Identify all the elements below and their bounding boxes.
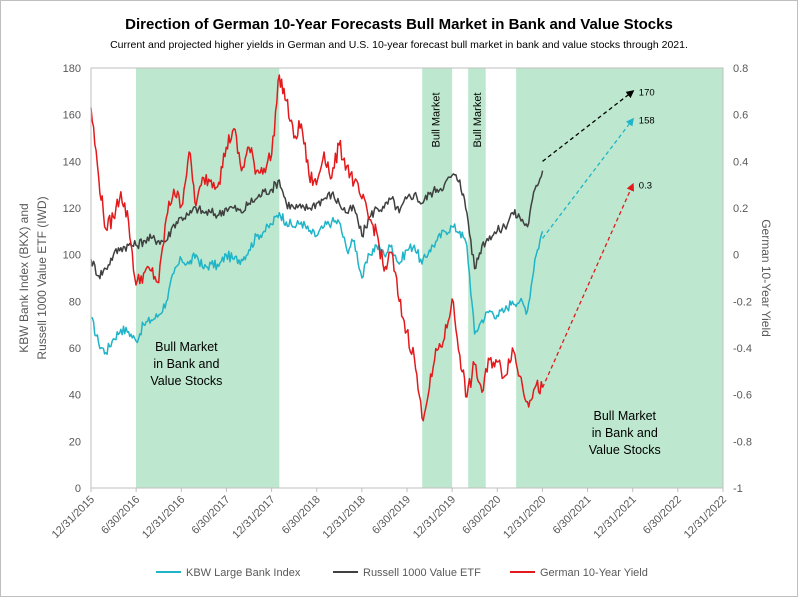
- band-label-3-line-2: Value Stocks: [589, 443, 661, 457]
- x-tick-0: 12/31/2015: [50, 494, 97, 541]
- x-tick-6: 12/31/2018: [321, 494, 368, 541]
- y-right-tick-9: 0.8: [733, 63, 748, 75]
- y-left-tick-1: 20: [69, 436, 81, 448]
- legend-label-2: German 10-Year Yield: [540, 567, 648, 579]
- y-right-label: German 10-Year Yield: [759, 219, 773, 337]
- band-label-0-line-0: Bull Market: [155, 340, 218, 354]
- y-left-tick-8: 160: [63, 110, 81, 122]
- y-left-tick-7: 140: [63, 156, 81, 168]
- y-left-tick-3: 60: [69, 343, 81, 355]
- y-right-tick-7: 0.4: [733, 156, 748, 168]
- y-left-tick-5: 100: [63, 250, 81, 262]
- band-label-3-line-1: in Bank and: [592, 426, 658, 440]
- y-right-tick-1: -0.8: [733, 436, 752, 448]
- x-tick-14: 12/31/2022: [682, 494, 729, 541]
- band-label-1: Bull Market: [431, 92, 443, 147]
- y-right-tick-2: -0.6: [733, 390, 752, 402]
- y-right-tick-8: 0.6: [733, 110, 748, 122]
- x-tick-2: 12/31/2016: [140, 494, 187, 541]
- x-tick-12: 12/31/2021: [591, 494, 638, 541]
- x-tick-8: 12/31/2019: [411, 494, 458, 541]
- y-right-tick-6: 0.2: [733, 203, 748, 215]
- shaded-region-3: [516, 68, 723, 488]
- band-label-0-line-2: Value Stocks: [150, 374, 222, 388]
- series-line-2: [90, 74, 544, 422]
- x-tick-10: 12/31/2020: [501, 494, 548, 541]
- projection-line-2: [541, 182, 635, 388]
- y-right-tick-3: -0.4: [733, 343, 752, 355]
- projection-label-2: 0.3: [639, 181, 652, 192]
- band-label-2: Bull Market: [472, 92, 484, 147]
- projection-line-0: [542, 117, 634, 239]
- shaded-region-0: [135, 68, 280, 488]
- chart-subtitle: Current and projected higher yields in G…: [110, 39, 688, 51]
- legend-label-1: Russell 1000 Value ETF: [363, 567, 481, 579]
- y-left-tick-4: 80: [69, 296, 81, 308]
- legend-label-0: KBW Large Bank Index: [186, 567, 301, 579]
- series-line-1: [90, 170, 544, 280]
- projection-label-1: 170: [639, 87, 655, 98]
- x-tick-11: 6/30/2021: [551, 494, 594, 537]
- y-right-tick-0: -1: [733, 483, 743, 495]
- y-left-tick-0: 0: [75, 483, 81, 495]
- y-right-tick-4: -0.2: [733, 296, 752, 308]
- y-left-label-line-1: KBW Bank Index (BKX) and: [17, 203, 31, 352]
- x-tick-1: 6/30/2016: [99, 494, 142, 537]
- x-tick-9: 6/30/2020: [460, 494, 503, 537]
- x-tick-3: 6/30/2017: [189, 494, 232, 537]
- x-tick-13: 6/30/2022: [641, 494, 684, 537]
- band-label-0-line-1: in Bank and: [153, 357, 219, 371]
- y-left-label-line-2: Russell 1000 Value ETF (IWD): [35, 196, 49, 359]
- chart-title: Direction of German 10-Year Forecasts Bu…: [125, 16, 673, 33]
- y-right-tick-5: 0: [733, 250, 739, 262]
- y-left-tick-2: 40: [69, 390, 81, 402]
- band-label-3-line-0: Bull Market: [594, 409, 657, 423]
- projection-label-0: 158: [639, 115, 655, 126]
- projection-line-1: [542, 90, 635, 162]
- x-tick-7: 6/30/2019: [370, 494, 413, 537]
- y-left-tick-6: 120: [63, 203, 81, 215]
- series-line-0: [90, 211, 544, 355]
- y-left-tick-9: 180: [63, 63, 81, 75]
- x-tick-4: 12/31/2017: [230, 494, 277, 541]
- x-tick-5: 6/30/2018: [280, 494, 323, 537]
- shaded-region-2: [468, 68, 486, 488]
- shaded-region-1: [422, 68, 453, 488]
